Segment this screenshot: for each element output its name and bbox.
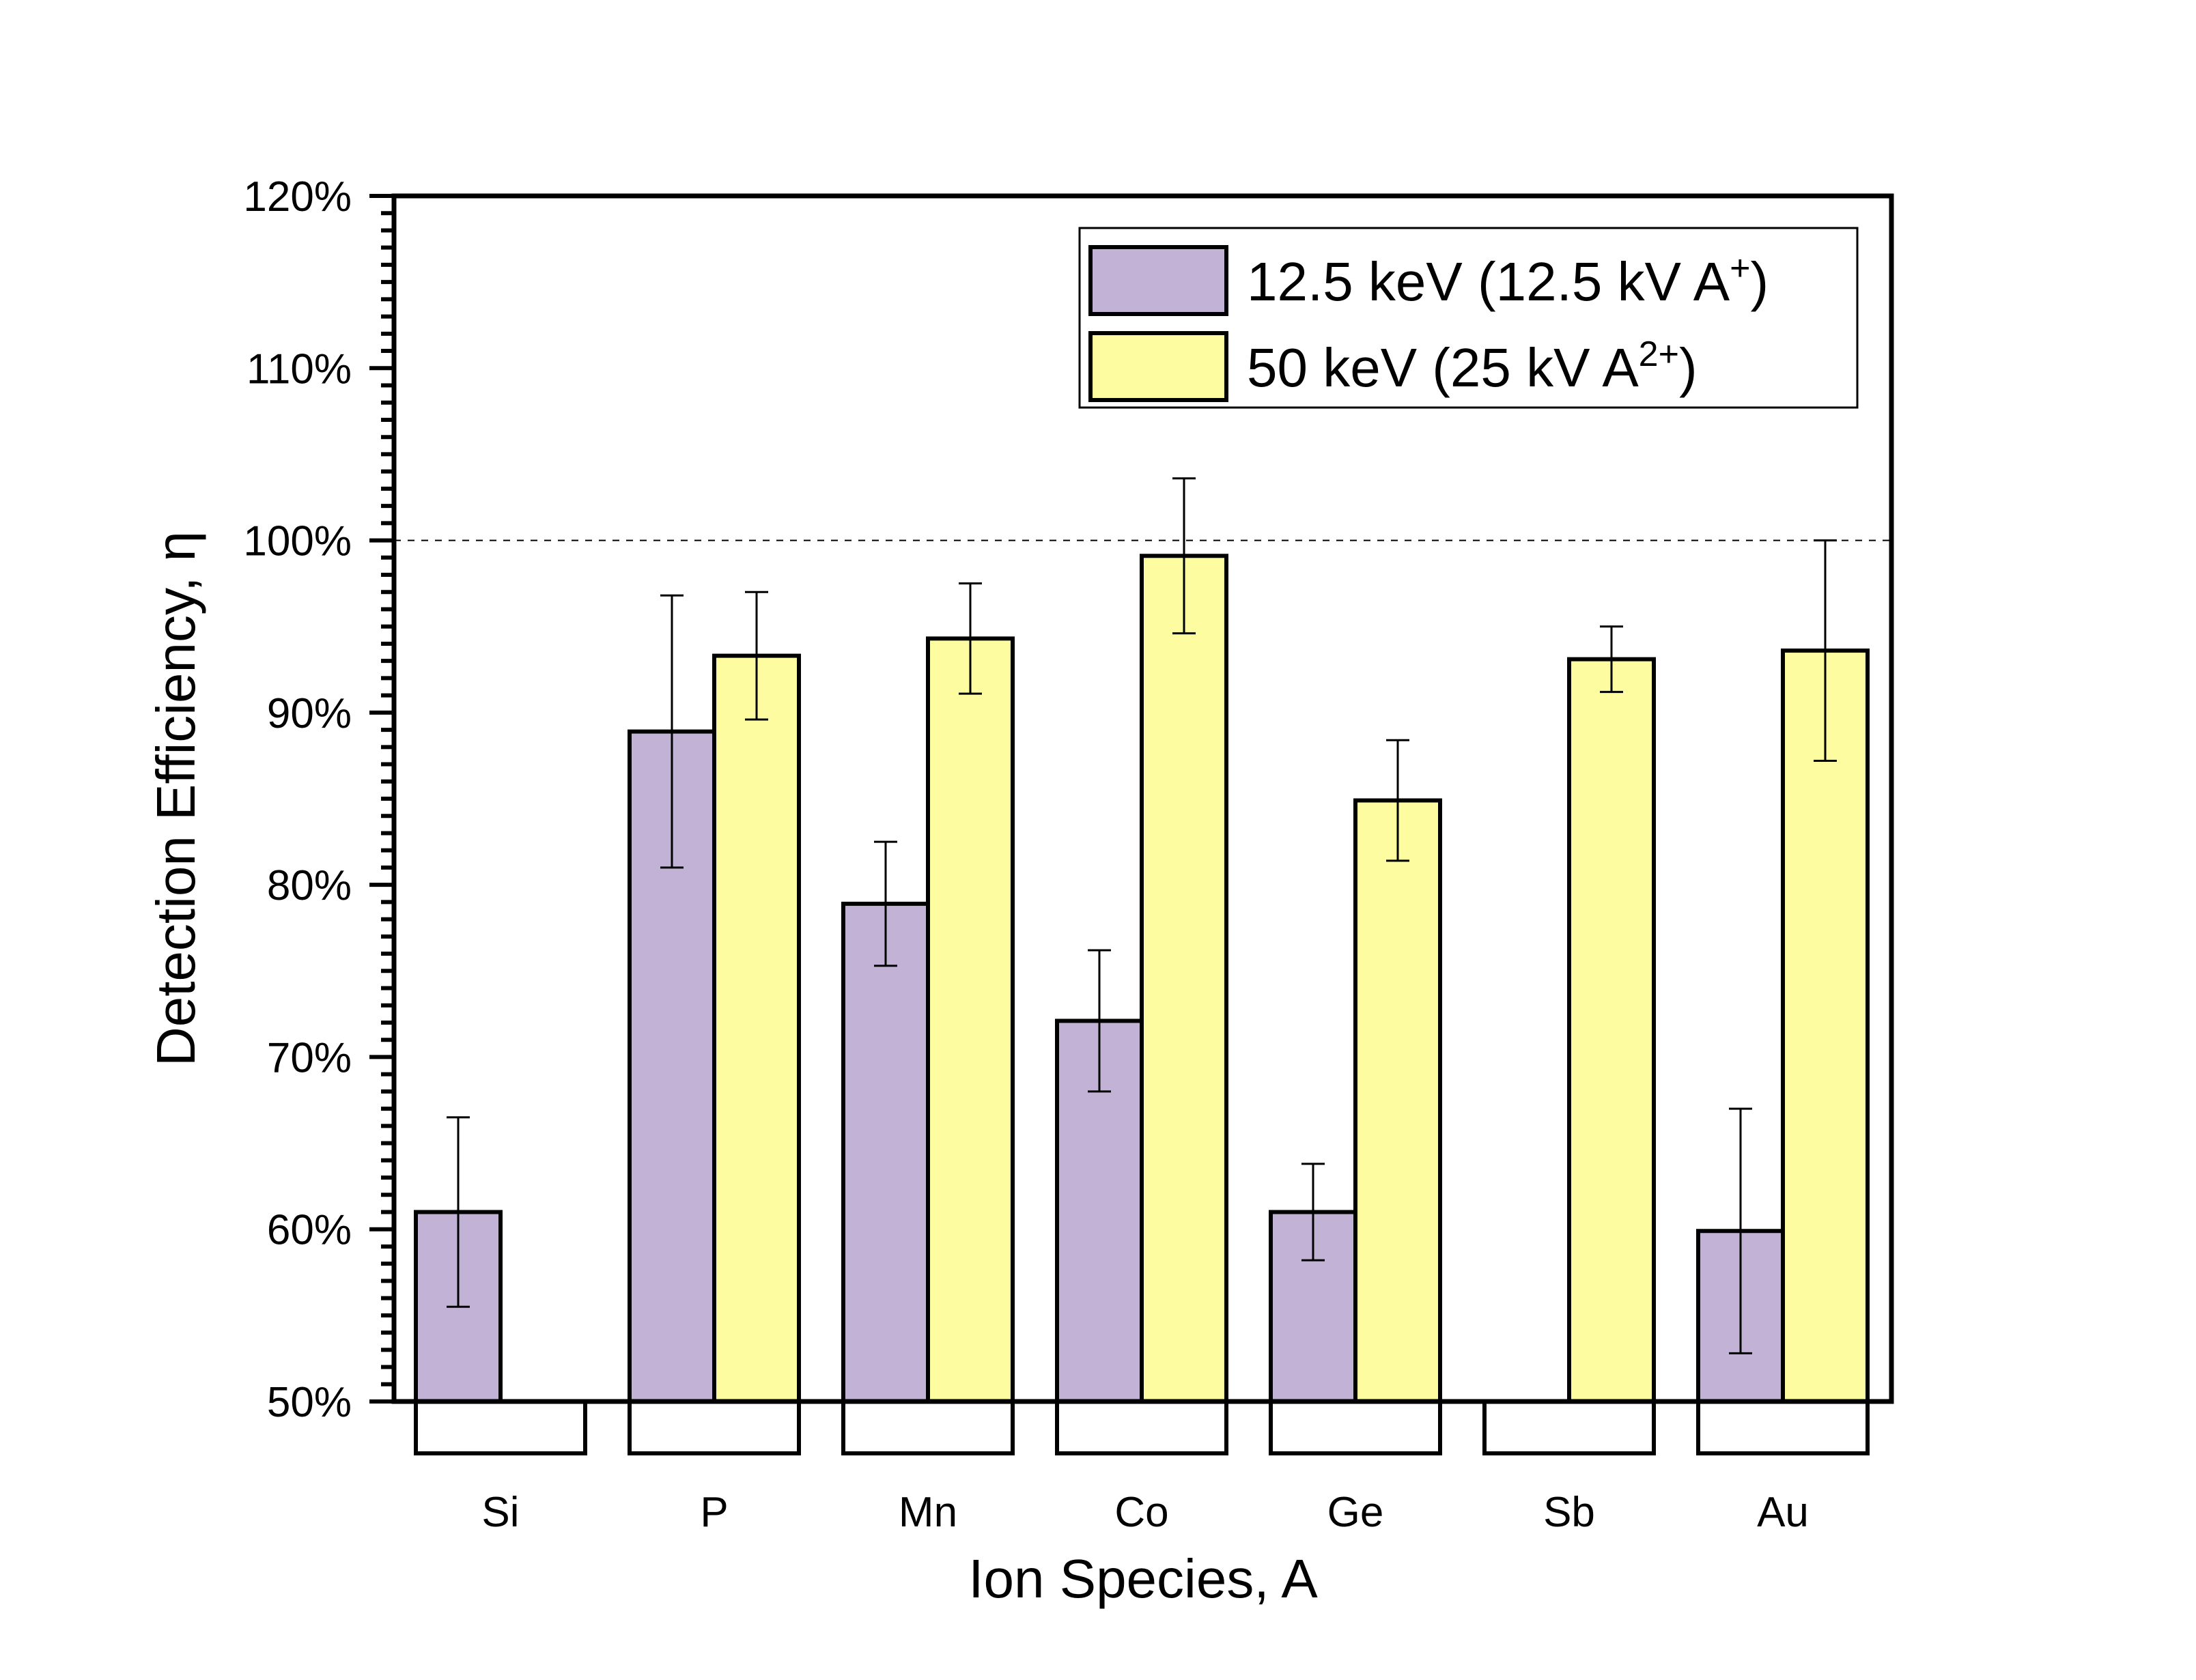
category-bracket-p <box>628 1401 801 1455</box>
error-bar-co-50kev <box>1172 477 1196 635</box>
error-bar-au-50kev <box>1814 539 1837 762</box>
bar-au-50kev <box>1781 649 1870 1404</box>
category-bracket-co <box>1055 1401 1228 1455</box>
y-tick-label: 110% <box>247 345 352 393</box>
bar-p-50kev <box>712 653 801 1404</box>
bar-mn-12-5kev <box>841 901 930 1404</box>
category-bracket-sb <box>1482 1401 1656 1455</box>
error-bar-ge-12-5kev <box>1301 1163 1325 1262</box>
error-bar-ge-50kev <box>1386 739 1409 862</box>
y-tick-label: 100% <box>243 518 352 565</box>
bar-co-50kev <box>1140 554 1228 1404</box>
error-bar-sb-50kev <box>1600 625 1623 694</box>
bar-ge-50kev <box>1353 798 1442 1404</box>
category-bracket-au <box>1696 1401 1870 1455</box>
legend-label-12-5kev: 12.5 keV (12.5 kV A+) <box>1247 248 1769 312</box>
x-tick-label-co: Co <box>1114 1489 1168 1536</box>
y-tick-label: 80% <box>267 862 352 909</box>
legend-swatch-50kev <box>1088 331 1228 402</box>
error-bar-p-12-5kev <box>660 594 684 869</box>
legend-swatch-12-5kev <box>1088 245 1228 316</box>
error-bar-mn-12-5kev <box>874 840 897 967</box>
x-tick-label-sb: Sb <box>1543 1489 1595 1536</box>
category-bracket-ge <box>1269 1401 1442 1455</box>
category-bracket-si <box>414 1401 587 1455</box>
error-bar-mn-50kev <box>959 582 982 695</box>
error-bar-p-50kev <box>745 590 768 721</box>
x-tick-label-p: P <box>700 1489 728 1536</box>
legend: 12.5 keV (12.5 kV A+) 50 keV (25 kV A2+) <box>1078 227 1859 409</box>
error-bar-co-12-5kev <box>1088 949 1111 1093</box>
x-tick-label-mn: Mn <box>899 1489 957 1536</box>
x-axis-title: Ion Species, A <box>968 1548 1318 1609</box>
bar-sb-50kev <box>1567 657 1656 1404</box>
x-tick-label-si: Si <box>481 1489 519 1536</box>
bar-mn-50kev <box>926 636 1015 1404</box>
y-tick-label: 90% <box>267 690 352 737</box>
error-bar-si-12-5kev <box>447 1116 470 1308</box>
y-tick-label: 60% <box>267 1207 352 1254</box>
legend-label-50kev: 50 keV (25 kV A2+) <box>1247 334 1698 398</box>
y-axis-title: Detection Efficiency, η <box>145 531 206 1066</box>
y-tick-label: 50% <box>267 1379 352 1426</box>
category-bracket-mn <box>841 1401 1015 1455</box>
y-tick-label: 70% <box>267 1034 352 1081</box>
x-tick-label-au: Au <box>1757 1489 1809 1536</box>
y-tick-label: 120% <box>243 173 352 220</box>
error-bar-au-12-5kev <box>1729 1107 1752 1354</box>
x-tick-label-ge: Ge <box>1327 1489 1384 1536</box>
